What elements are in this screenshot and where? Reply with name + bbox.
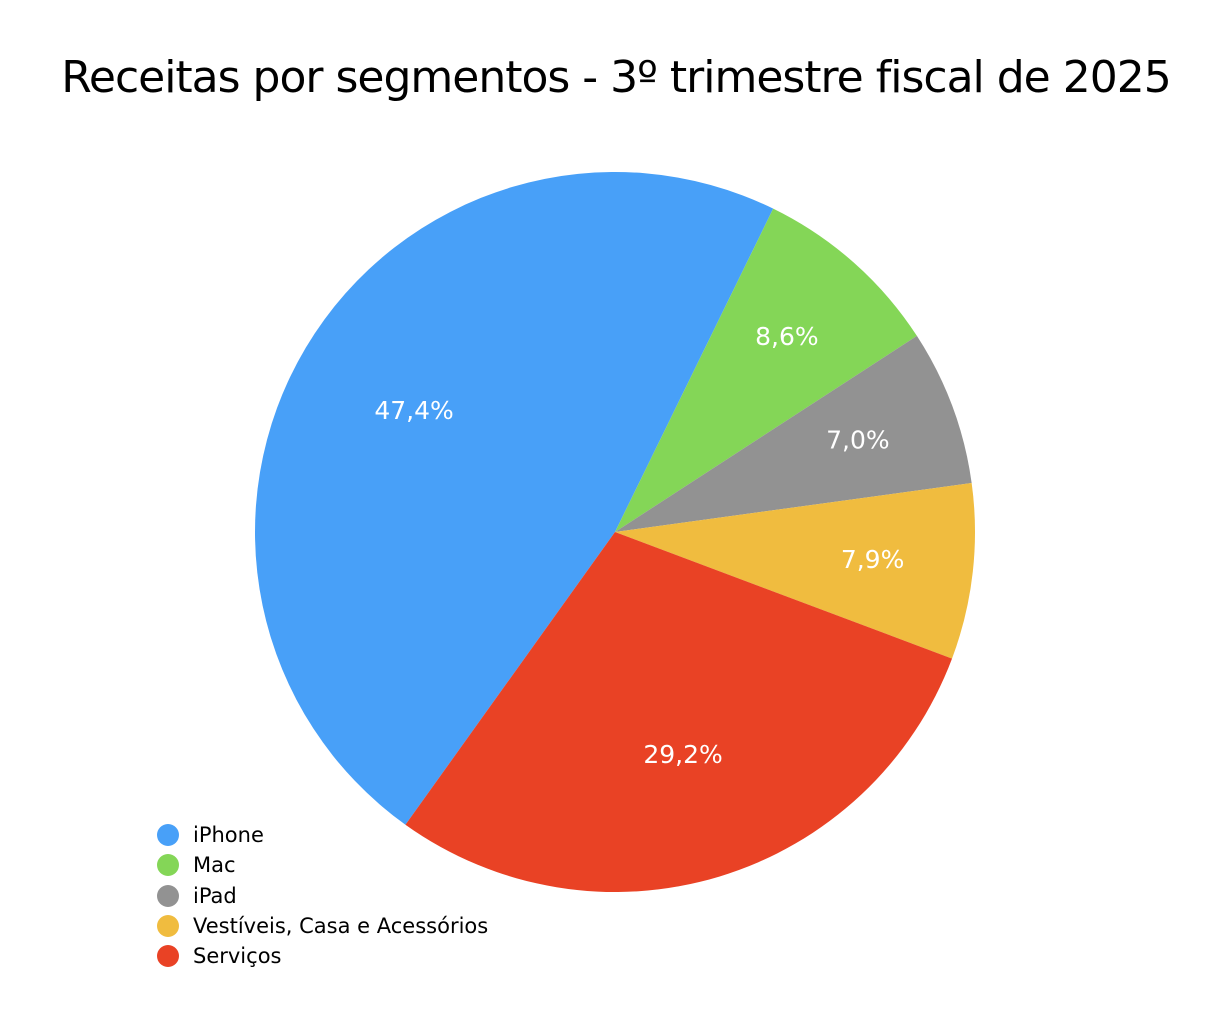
legend-swatch-ipad (157, 884, 179, 907)
legend-label-wearables: Vestíveis, Casa e Acessórios (193, 914, 489, 939)
legend: iPhone Mac iPad Vestíveis, Casa e Acessó… (157, 820, 488, 971)
data-label-servicos: 29,2% (643, 740, 722, 769)
data-label-vestiveis-casa-e-acessorios: 7,9% (841, 545, 905, 574)
legend-item-ipad: iPad (157, 881, 488, 911)
legend-label-services: Serviços (193, 944, 282, 969)
pie-slice-servicos (405, 532, 953, 892)
legend-item-wearables: Vestíveis, Casa e Acessórios (157, 911, 488, 941)
data-label-mac: 8,6% (755, 322, 819, 351)
legend-item-iphone: iPhone (157, 820, 488, 850)
pie-slice-iphone (254, 171, 774, 825)
data-label-iphone: 47,4% (374, 396, 453, 425)
legend-label-ipad: iPad (193, 883, 237, 908)
data-label-ipad: 7,0% (826, 426, 890, 455)
legend-swatch-iphone (157, 824, 179, 847)
pie-slice-ipad (615, 335, 972, 532)
chart-title: Receitas por segmentos - 3º trimestre fi… (61, 52, 1171, 103)
legend-swatch-services (157, 945, 179, 968)
legend-swatch-mac (157, 854, 179, 877)
pie-slice-mac (615, 208, 917, 532)
legend-swatch-wearables (157, 915, 179, 938)
legend-label-mac: Mac (193, 853, 236, 878)
legend-label-iphone: iPhone (193, 823, 264, 848)
legend-item-services: Serviços (157, 941, 488, 971)
pie-slice-vestiveis-casa-e-acessorios (615, 482, 975, 659)
legend-item-mac: Mac (157, 850, 488, 880)
